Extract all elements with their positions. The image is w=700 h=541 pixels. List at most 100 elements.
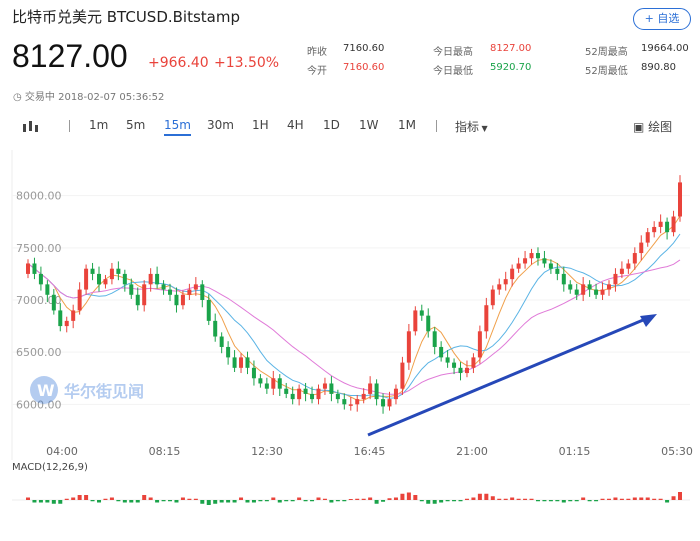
candle (393, 384, 398, 405)
interval-15m[interactable]: 15m (164, 118, 191, 136)
chart-type-icon[interactable] (22, 120, 40, 137)
add-watchlist-button[interactable]: + 自选 (633, 8, 691, 30)
interval-5m[interactable]: 5m (126, 118, 146, 132)
candle (38, 266, 43, 291)
macd-bar (135, 500, 140, 503)
indicator-menu[interactable]: 指标 ▼ (455, 118, 488, 135)
trading-status: ◷ 交易中 2018-02-07 05:36:52 (13, 88, 164, 103)
candle-body (264, 383, 269, 389)
draw-button[interactable]: ▣ 绘图 (633, 118, 672, 135)
candle-body (639, 242, 644, 254)
candle (587, 280, 592, 297)
candle-body (581, 284, 586, 295)
candle-body (277, 378, 282, 389)
candle (639, 235, 644, 261)
interval-1mo[interactable]: 1M (398, 118, 416, 132)
macd-bar (516, 498, 521, 500)
candle-body (632, 253, 637, 264)
candle-body (490, 289, 495, 306)
candle (90, 262, 95, 281)
x-tick-label: 01:15 (559, 445, 591, 458)
x-tick-label: 16:45 (354, 445, 386, 458)
price-chart[interactable]: 8000.00 7500.00 7000.00 6500.00 6000.00 W 华尔… (0, 150, 700, 541)
candle (226, 341, 231, 365)
candle-body (213, 320, 218, 337)
candle-body (251, 367, 256, 379)
candle (116, 261, 121, 281)
candle-body (71, 310, 76, 321)
candle-body (316, 388, 321, 400)
interval-1m[interactable]: 1m (89, 118, 109, 132)
candle-body (219, 336, 224, 347)
interval-4h[interactable]: 4H (287, 118, 304, 132)
interval-toolbar: 1m 5m 15m 30m 1H 4H 1D 1W 1M 指标 ▼ ▣ 绘图 (0, 118, 700, 140)
macd-label: MACD(12,26,9) (12, 462, 88, 473)
clock-icon: ◷ (13, 92, 22, 103)
candle (45, 280, 50, 303)
macd-bar (445, 500, 450, 502)
candle-body (497, 284, 502, 290)
candle (277, 374, 282, 396)
macd-bar (555, 500, 560, 502)
interval-1d[interactable]: 1D (323, 118, 340, 132)
candle (497, 278, 502, 295)
w52-high-label: 52周最高 (585, 47, 628, 58)
macd-bar (200, 500, 205, 504)
macd-bar (439, 500, 444, 503)
candle (232, 350, 237, 372)
macd-bar (477, 493, 482, 500)
candle-body (523, 258, 528, 264)
interval-30m[interactable]: 30m (207, 118, 234, 132)
candle-body (142, 284, 147, 306)
w52-high-value: 19664.00 (641, 43, 689, 54)
y-tick-label: 8000.00 (16, 190, 62, 203)
candle (64, 316, 69, 333)
candle-body (393, 388, 398, 400)
candle-body (574, 289, 579, 295)
macd-bar (84, 495, 89, 500)
macd-bar (639, 497, 644, 500)
macd-bar (426, 500, 431, 504)
candle-body (32, 263, 37, 274)
candle-body (484, 305, 489, 332)
candle-body (84, 268, 89, 290)
candle (652, 221, 657, 238)
macd-bar (503, 498, 508, 500)
macd-bar (658, 498, 663, 500)
logo-mark: W (37, 381, 55, 400)
candle (26, 259, 30, 279)
macd-bar (284, 500, 289, 502)
macd-bar (64, 498, 69, 500)
prev-close-value: 7160.60 (343, 43, 385, 54)
candle-body (600, 289, 605, 295)
candle-body (419, 310, 424, 316)
ma-line (27, 233, 681, 399)
macd-bar (626, 498, 631, 500)
candle-body (322, 383, 327, 389)
candle (103, 274, 108, 289)
candle-body (109, 268, 114, 280)
candle (439, 341, 444, 362)
y-tick-label: 6000.00 (16, 398, 62, 411)
macd-bar (464, 498, 469, 500)
macd-bar (51, 500, 56, 504)
macd-bar (213, 500, 218, 504)
macd-bar (258, 500, 263, 502)
candle-body (90, 268, 95, 274)
candle (678, 175, 682, 222)
macd-bar (452, 500, 457, 502)
macd-bar (310, 500, 315, 502)
candle-body (303, 388, 308, 394)
candle-body (297, 388, 302, 400)
x-tick-label: 21:00 (456, 445, 488, 458)
candle-body (180, 294, 185, 306)
interval-1w[interactable]: 1W (359, 118, 379, 132)
candle-body (658, 221, 663, 227)
candle-body (458, 367, 463, 374)
candle (71, 304, 76, 329)
interval-1h[interactable]: 1H (252, 118, 269, 132)
candle-body (665, 221, 670, 233)
macd-bar (594, 500, 599, 502)
candle (490, 285, 495, 310)
candle-body (239, 357, 244, 368)
